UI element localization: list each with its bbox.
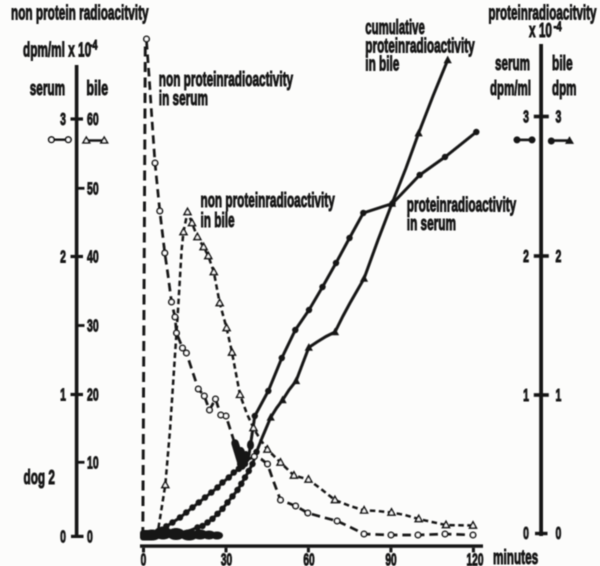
svg-text:x 10: x 10 <box>529 20 552 42</box>
svg-text:3: 3 <box>60 111 66 130</box>
svg-text:dog 2: dog 2 <box>23 467 54 489</box>
svg-text:2: 2 <box>555 248 561 267</box>
svg-text:0: 0 <box>87 528 93 547</box>
svg-text:60: 60 <box>303 551 314 566</box>
svg-text:1: 1 <box>555 387 561 406</box>
svg-text:0: 0 <box>141 551 147 566</box>
svg-text:non proteinradioactivity: non proteinradioactivity <box>159 69 294 91</box>
svg-text:0: 0 <box>523 525 529 544</box>
svg-text:in serum: in serum <box>159 88 208 110</box>
svg-text:-4: -4 <box>89 39 98 53</box>
svg-text:dpm/ml: dpm/ml <box>490 78 531 100</box>
svg-text:proteinradioactivity: proteinradioactivity <box>407 195 517 217</box>
svg-text:0: 0 <box>60 528 66 547</box>
svg-text:non proteinradioactivity: non proteinradioactivity <box>200 190 335 212</box>
svg-text:60: 60 <box>87 111 99 130</box>
svg-text:non protein radioacitvity: non protein radioacitvity <box>11 3 149 25</box>
svg-text:serum: serum <box>30 78 65 100</box>
svg-text:0: 0 <box>555 525 561 544</box>
svg-text:bile: bile <box>86 77 108 100</box>
svg-text:50: 50 <box>87 180 99 199</box>
svg-text:in bile: in bile <box>200 210 234 232</box>
svg-text:30: 30 <box>221 551 232 566</box>
svg-text:bile: bile <box>552 53 573 75</box>
svg-text:proteinradioacitvity: proteinradioacitvity <box>488 2 597 24</box>
svg-text:in bile: in bile <box>365 53 399 75</box>
svg-text:1: 1 <box>60 386 66 405</box>
svg-text:in serum: in serum <box>407 213 456 235</box>
svg-text:2: 2 <box>60 248 66 267</box>
svg-text:minutes: minutes <box>493 547 538 566</box>
svg-text:40: 40 <box>87 248 99 267</box>
svg-text:dpm/ml x 10: dpm/ml x 10 <box>23 39 91 61</box>
svg-text:10: 10 <box>87 454 99 473</box>
svg-text:3: 3 <box>555 108 561 127</box>
svg-text:90: 90 <box>385 551 396 566</box>
svg-text:2: 2 <box>523 248 529 267</box>
svg-text:serum: serum <box>495 53 530 75</box>
svg-text:proteinradioactivity: proteinradioactivity <box>365 35 475 57</box>
svg-text:dpm: dpm <box>552 78 576 100</box>
svg-text:3: 3 <box>523 108 529 127</box>
svg-text:30: 30 <box>87 317 99 336</box>
svg-text:1: 1 <box>523 387 529 406</box>
svg-text:-4: -4 <box>553 20 562 34</box>
svg-text:120: 120 <box>467 551 484 566</box>
svg-text:cumulative: cumulative <box>365 17 425 39</box>
svg-text:20: 20 <box>87 386 99 405</box>
